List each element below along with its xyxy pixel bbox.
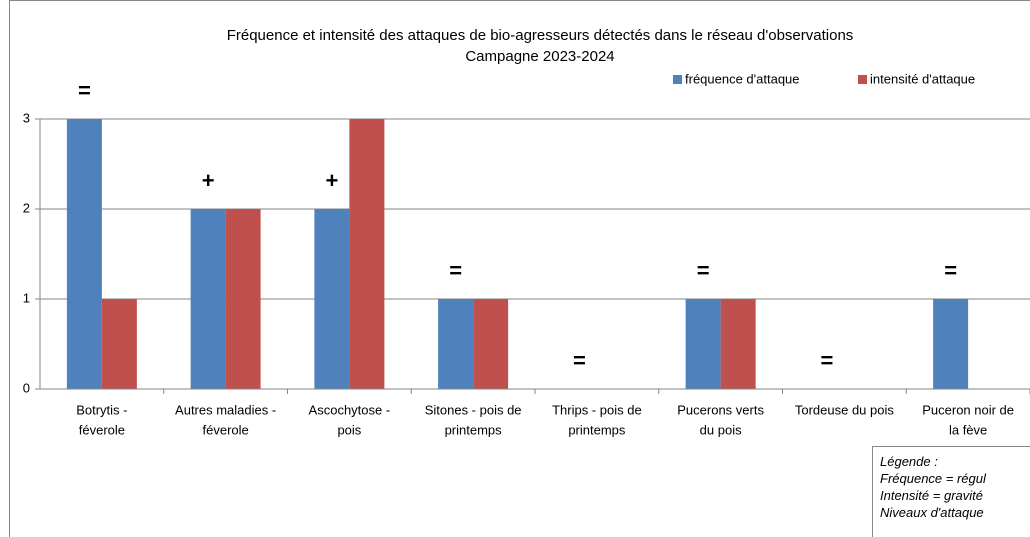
trend-symbol: =	[573, 348, 586, 373]
bar	[101, 299, 137, 389]
trend-symbol: =	[449, 258, 462, 283]
trend-symbol: =	[697, 258, 710, 283]
note-line: Fréquence = régul	[880, 471, 987, 486]
y-tick-label: 0	[23, 380, 30, 395]
y-tick-label: 1	[23, 290, 30, 305]
note-line: Niveaux d'attaque	[880, 505, 984, 520]
x-tick-label: Pucerons verts	[677, 402, 764, 417]
x-tick-label: la fève	[949, 422, 987, 437]
chart-title: Fréquence et intensité des attaques de b…	[227, 27, 854, 44]
note-line: Intensité = gravité	[880, 488, 983, 503]
y-tick-label: 2	[23, 200, 30, 215]
bar	[66, 119, 102, 389]
trend-symbol: +	[202, 168, 215, 193]
x-tick-label: du pois	[700, 422, 742, 437]
x-tick-label: Tordeuse du pois	[795, 402, 895, 417]
note-box	[872, 446, 1030, 537]
trend-symbol: =	[820, 348, 833, 373]
x-tick-label: féverole	[203, 422, 249, 437]
bar	[190, 209, 226, 389]
bar	[933, 299, 969, 389]
note-line: Légende :	[880, 454, 938, 469]
trend-symbol: +	[325, 168, 338, 193]
legend-label: fréquence d'attaque	[685, 71, 800, 86]
x-tick-label: printemps	[445, 422, 503, 437]
bar	[225, 209, 261, 389]
x-tick-label: pois	[337, 422, 361, 437]
bar	[438, 299, 474, 389]
x-tick-label: Thrips - pois de	[552, 402, 642, 417]
x-tick-label: Ascochytose -	[309, 402, 391, 417]
bar	[349, 119, 385, 389]
bar	[685, 299, 721, 389]
x-tick-label: Autres maladies -	[175, 402, 276, 417]
x-tick-label: Puceron noir de	[922, 402, 1014, 417]
chart-frame	[9, 0, 1030, 537]
x-tick-label: Sitones - pois de	[425, 402, 522, 417]
legend-swatch	[858, 75, 867, 84]
chart-title: Campagne 2023-2024	[465, 48, 614, 65]
bar	[720, 299, 756, 389]
x-tick-label: féverole	[79, 422, 125, 437]
trend-symbol: =	[78, 78, 91, 103]
bar	[473, 299, 509, 389]
trend-symbol: =	[944, 258, 957, 283]
x-tick-label: printemps	[568, 422, 626, 437]
legend-label: intensité d'attaque	[870, 71, 975, 86]
legend-swatch	[673, 75, 682, 84]
bar	[314, 209, 350, 389]
y-tick-label: 3	[23, 110, 30, 125]
x-tick-label: Botrytis -	[76, 402, 127, 417]
